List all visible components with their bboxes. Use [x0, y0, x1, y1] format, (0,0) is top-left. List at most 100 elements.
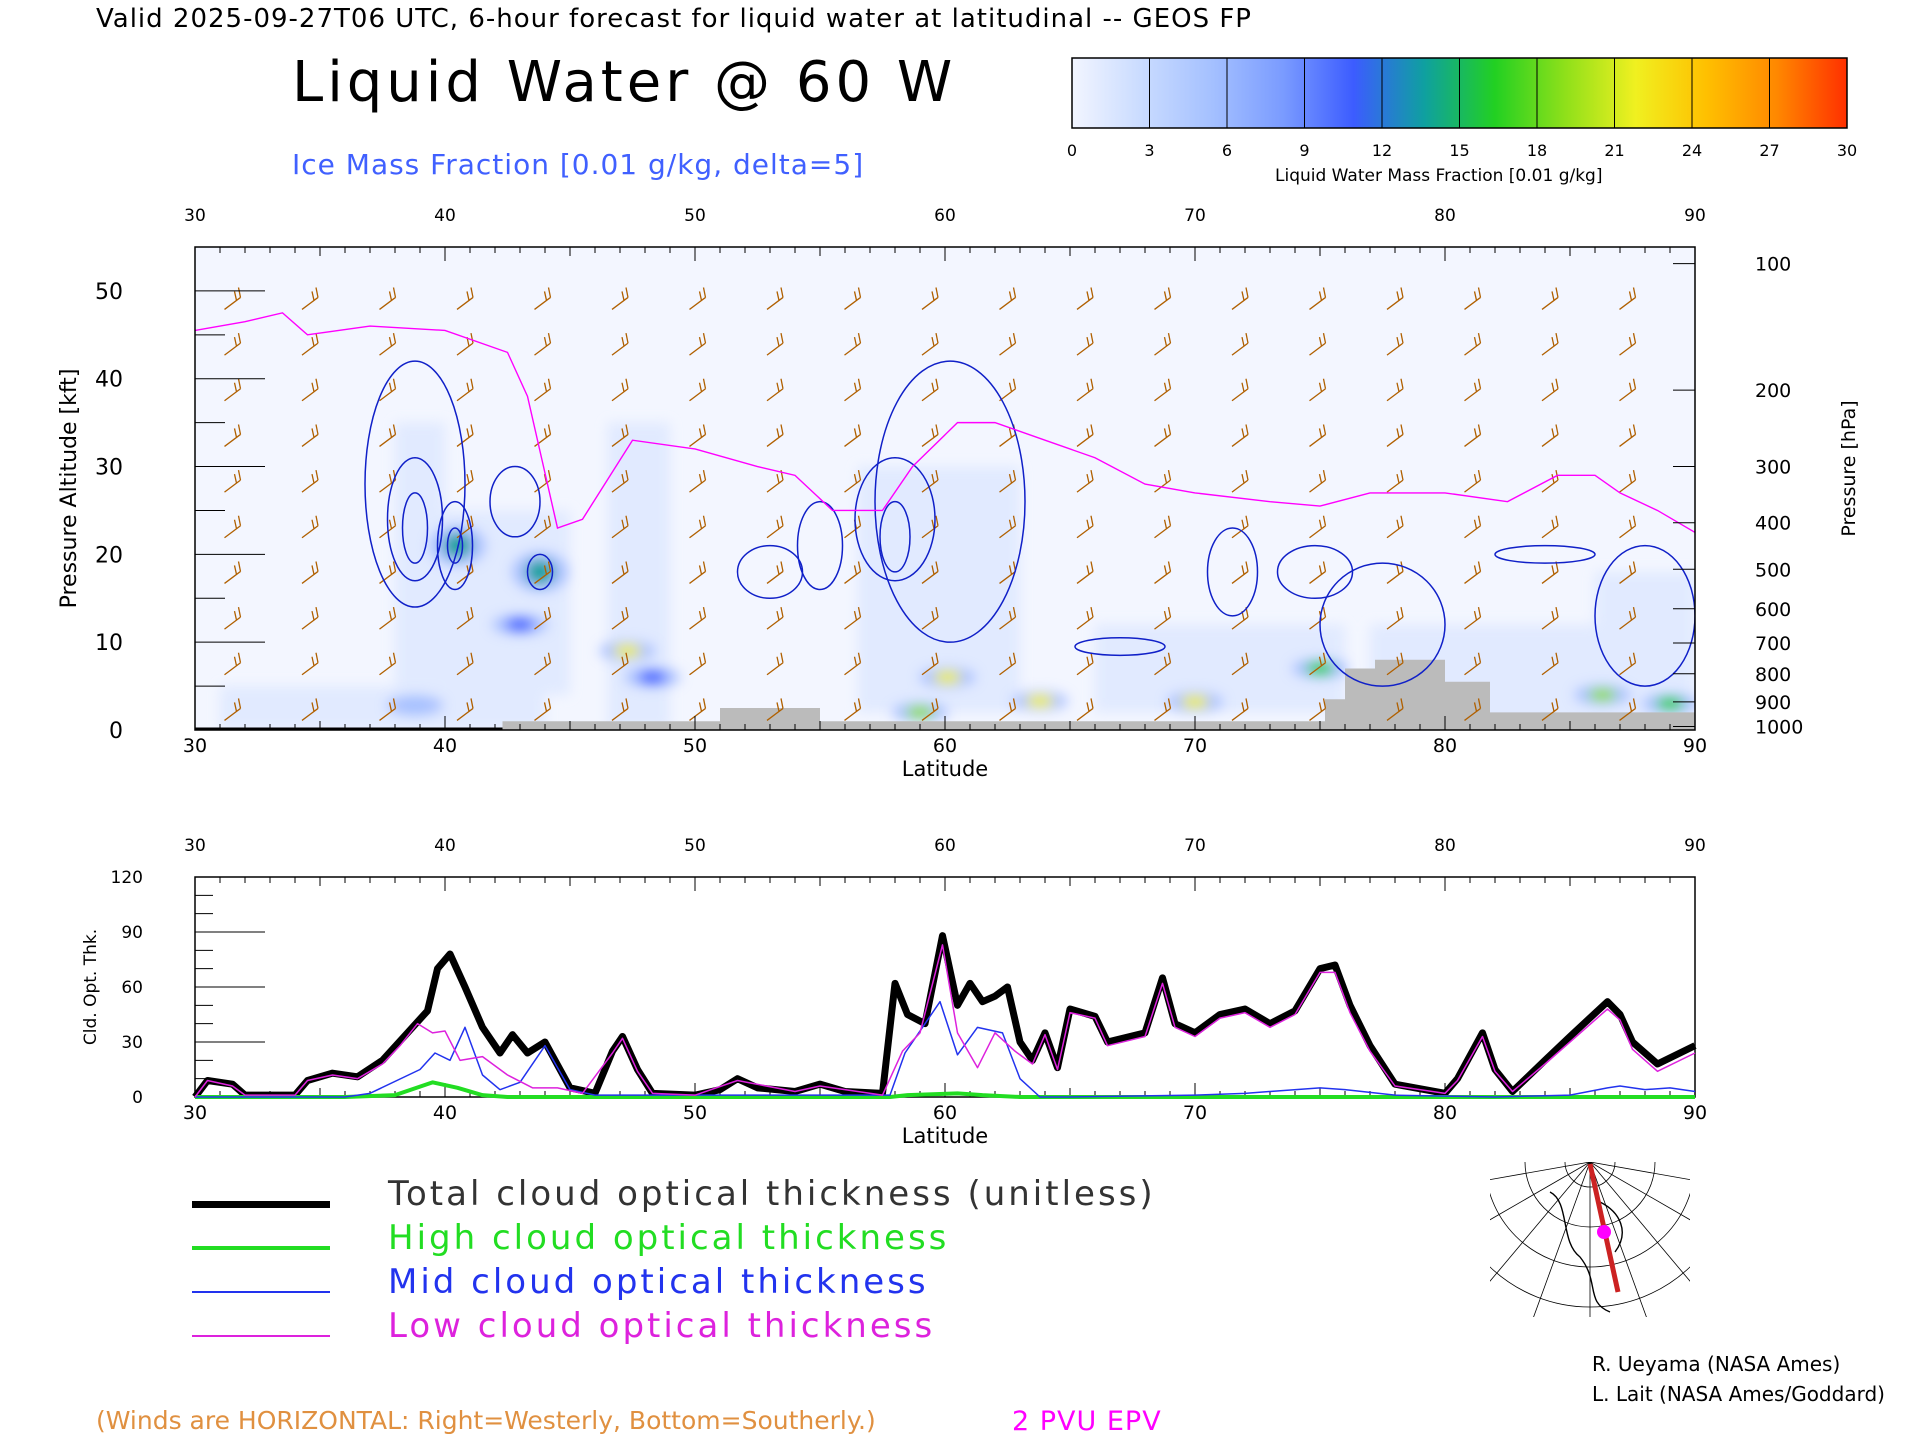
wind-barb: [1231, 332, 1249, 356]
wind-barb: [844, 606, 862, 630]
wind-barb: [689, 287, 707, 310]
ice-contour: [526, 553, 554, 591]
map-meridian: [1589, 1162, 1647, 1317]
colorbar-tick-label: 6: [1222, 141, 1232, 160]
colorbar-tick-label: 24: [1682, 141, 1702, 160]
bottom-chart-ytick-label: 120: [111, 868, 143, 888]
wind-barb: [611, 287, 629, 310]
wind-barb: [301, 652, 319, 676]
wind-barb: [611, 606, 629, 630]
wind-barb: [844, 378, 862, 402]
wind-barb: [1231, 652, 1249, 676]
top-chart-xtick-label-top: 50: [684, 206, 706, 226]
wind-barb: [1154, 469, 1172, 493]
wind-barb: [1076, 424, 1094, 447]
wind-barb: [1154, 287, 1172, 310]
wind-barb: [301, 332, 319, 356]
wind-barbs: [224, 287, 1637, 721]
wind-barb: [766, 287, 784, 310]
bottom-chart-ytick-label: 60: [121, 978, 143, 998]
wind-barb: [1541, 652, 1559, 676]
wind-barb: [1076, 606, 1094, 630]
wind-barb: [1076, 469, 1094, 493]
wind-barb: [301, 378, 319, 402]
top-chart-xtick-label-top: 90: [1684, 206, 1706, 226]
map-location-marker: [1597, 1225, 1611, 1239]
wind-barb: [224, 652, 242, 676]
wind-barb: [1541, 606, 1559, 630]
map-coastline: [1549, 1191, 1623, 1313]
wind-barb: [456, 287, 474, 310]
wind-barb: [689, 424, 707, 447]
wind-barb: [611, 424, 629, 447]
wind-barb: [689, 378, 707, 402]
wind-barb: [1309, 332, 1327, 356]
wind-barb: [921, 698, 939, 721]
wind-barb: [766, 515, 784, 539]
wind-barb: [1231, 561, 1249, 584]
legend-item: High cloud optical thickness: [190, 1214, 1190, 1258]
wind-barb: [689, 469, 707, 493]
ice-contour: [1594, 544, 1695, 687]
credit-line-2: L. Lait (NASA Ames/Goddard): [1592, 1382, 1885, 1406]
wind-barb: [1386, 378, 1404, 402]
wind-barb: [534, 378, 552, 402]
wind-barb: [689, 652, 707, 676]
wind-barb: [844, 698, 862, 721]
plot-area: [195, 287, 1695, 730]
colorbar-tick-label: 12: [1372, 141, 1392, 160]
wind-barb: [1154, 606, 1172, 630]
wind-barb: [1076, 652, 1094, 676]
pressure-tick-label: 1000: [1755, 716, 1803, 738]
wind-barb: [1541, 698, 1559, 721]
wind-barb: [534, 469, 552, 493]
wind-barb: [1154, 561, 1172, 584]
bottom-chart-xtick-label: 90: [1683, 1102, 1707, 1124]
ice-contour: [1319, 562, 1446, 687]
header-valid-time: Valid 2025-09-27T06 UTC, 6-hour forecast…: [96, 4, 1252, 34]
legend-label: Low cloud optical thickness: [388, 1306, 936, 1346]
colorbar-tick-label: 9: [1299, 141, 1309, 160]
wind-barb: [611, 469, 629, 493]
wind-barb: [224, 469, 242, 493]
wind-barb: [999, 698, 1017, 721]
legend-swatch: [192, 1335, 330, 1337]
wind-barb: [1231, 378, 1249, 402]
bottom-chart-xtick-label: 70: [1183, 1102, 1207, 1124]
wind-barb: [301, 287, 319, 310]
wind-barb: [1464, 698, 1482, 721]
top-chart-xtick-label: 80: [1433, 735, 1457, 757]
pressure-tick-label: 600: [1755, 599, 1791, 621]
colorbar-tick-label: 30: [1837, 141, 1857, 160]
legend-swatch: [192, 1200, 330, 1208]
legend-label: Mid cloud optical thickness: [388, 1262, 929, 1302]
chart-title: Liquid Water @ 60 W: [292, 50, 957, 115]
wind-barb: [1619, 469, 1637, 493]
wind-barb: [456, 424, 474, 447]
wind-barb: [1464, 332, 1482, 356]
bottom-chart-xlabel: Latitude: [902, 1124, 988, 1148]
pressure-tick-label: 500: [1755, 559, 1791, 581]
series-line-low: [194, 944, 1696, 1098]
wind-barb: [224, 332, 242, 356]
wind-barb: [766, 424, 784, 447]
wind-barb: [301, 561, 319, 584]
legend: Total cloud optical thickness (unitless)…: [190, 1170, 1190, 1350]
wind-barb: [379, 698, 397, 721]
wind-barb: [1231, 424, 1249, 447]
ice-contour: [386, 457, 444, 582]
wind-barb: [999, 469, 1017, 493]
wind-barb: [1464, 287, 1482, 310]
wind-barb: [1154, 378, 1172, 402]
wind-barb: [1154, 424, 1172, 447]
credit-line-1: R. Ueyama (NASA Ames): [1592, 1352, 1841, 1376]
top-chart-xtick-label: 40: [433, 735, 457, 757]
legend-item: Total cloud optical thickness (unitless): [190, 1170, 1190, 1214]
colorbar-tick-label: 15: [1449, 141, 1469, 160]
wind-barb: [1619, 606, 1637, 630]
pressure-tick-label: 700: [1755, 633, 1791, 655]
bottom-chart-xtick-label: 60: [933, 1102, 957, 1124]
wind-barb: [1386, 515, 1404, 539]
wind-barb: [1386, 698, 1404, 721]
top-chart-ytick-label: 40: [95, 368, 123, 393]
